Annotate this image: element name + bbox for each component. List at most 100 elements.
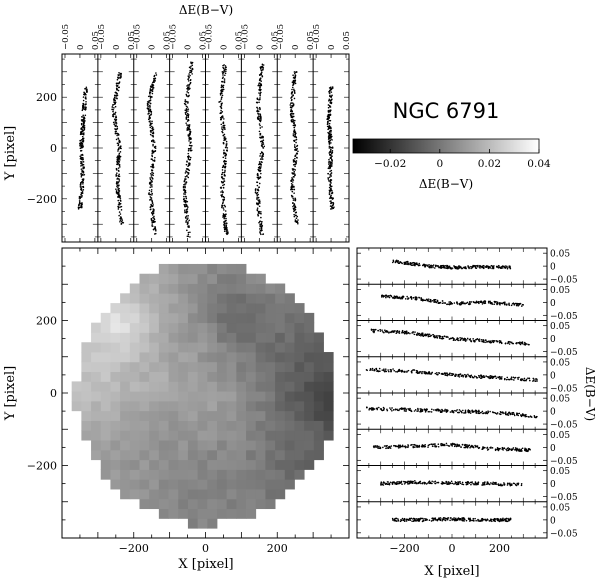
heatmap-cell xyxy=(246,342,257,353)
data-point xyxy=(151,122,153,125)
heatmap-cell xyxy=(149,400,160,412)
data-point xyxy=(118,163,120,166)
data-point xyxy=(259,225,262,228)
data-point xyxy=(382,406,385,409)
data-point xyxy=(82,183,84,185)
heatmap-cell xyxy=(110,371,121,382)
heatmap-cell xyxy=(246,303,257,314)
heatmap-cell xyxy=(139,489,150,500)
data-point xyxy=(150,190,153,193)
data-point xyxy=(82,161,85,163)
data-point xyxy=(329,139,332,142)
data-point xyxy=(114,105,117,108)
data-point xyxy=(489,446,491,449)
heatmap-cell xyxy=(236,342,247,353)
heatmap-cell xyxy=(120,469,131,480)
data-point xyxy=(393,297,395,300)
data-point xyxy=(496,448,499,451)
heatmap-cell xyxy=(284,469,295,480)
heatmap-cell xyxy=(110,361,121,373)
data-point xyxy=(525,378,528,381)
data-point xyxy=(369,407,372,410)
data-point xyxy=(115,87,118,90)
data-point xyxy=(427,446,429,448)
data-point xyxy=(434,372,437,375)
data-point xyxy=(119,145,122,148)
data-point xyxy=(431,445,434,447)
data-point xyxy=(189,67,192,69)
data-point xyxy=(513,414,516,417)
heatmap-cell xyxy=(246,283,257,294)
data-point xyxy=(118,193,120,195)
data-point xyxy=(451,372,453,375)
data-point xyxy=(420,297,423,299)
heatmap-cell xyxy=(91,420,102,431)
heatmap-cell xyxy=(255,498,266,510)
heatmap-cell xyxy=(246,449,257,461)
data-point xyxy=(117,181,120,183)
data-point xyxy=(524,447,526,450)
heatmap-cell xyxy=(187,352,199,363)
heatmap-cell xyxy=(284,371,295,382)
heatmap-cell xyxy=(71,400,82,412)
heatmap-cell xyxy=(246,430,257,441)
data-point xyxy=(147,101,150,104)
data-point xyxy=(329,119,332,122)
data-point xyxy=(118,173,120,176)
data-point xyxy=(379,447,382,450)
data-point xyxy=(400,408,403,411)
data-point xyxy=(148,189,151,192)
data-point xyxy=(412,446,415,449)
heatmap-cell xyxy=(255,469,266,480)
data-point xyxy=(187,231,190,234)
heatmap-cell xyxy=(265,479,276,490)
heatmap-cell xyxy=(226,479,237,490)
data-point xyxy=(371,329,373,331)
data-point xyxy=(375,446,377,448)
heatmap-cell xyxy=(139,459,150,470)
heatmap-cell xyxy=(265,342,276,353)
heatmap-cell xyxy=(304,459,315,470)
data-point xyxy=(496,412,499,414)
strip-tick-label: 0.05 xyxy=(550,286,570,296)
heatmap-cell xyxy=(284,303,295,314)
heatmap-cell xyxy=(120,332,131,343)
strip-tick-label: 0.05 xyxy=(306,31,316,50)
heatmap-cell xyxy=(81,361,92,373)
data-point xyxy=(222,216,224,218)
heatmap-cell xyxy=(216,303,228,314)
heatmap-cell xyxy=(246,391,257,402)
heatmap-cell xyxy=(226,293,237,304)
data-point xyxy=(189,231,191,234)
data-point xyxy=(259,124,261,127)
data-point xyxy=(294,169,297,171)
map-x-tick-label: 200 xyxy=(267,542,288,555)
data-point xyxy=(419,408,422,410)
strip-tick-label: 0.05 xyxy=(199,31,209,50)
data-point xyxy=(220,109,222,112)
data-point xyxy=(297,150,299,153)
data-point xyxy=(518,412,521,415)
heatmap-cell xyxy=(187,420,199,431)
data-point xyxy=(260,80,262,82)
data-point xyxy=(470,340,472,342)
heatmap-cell xyxy=(139,410,150,421)
data-point xyxy=(85,98,87,100)
data-point xyxy=(389,368,392,371)
heatmap-cell xyxy=(275,479,286,490)
heatmap-cell xyxy=(265,312,276,324)
data-point xyxy=(464,376,467,378)
heatmap-cell xyxy=(255,361,266,373)
heatmap-cell xyxy=(216,293,228,304)
data-point xyxy=(80,192,83,194)
data-point xyxy=(292,205,294,208)
heatmap-cell xyxy=(246,371,257,382)
data-point xyxy=(293,131,295,134)
data-point xyxy=(153,75,156,78)
data-point xyxy=(496,483,498,486)
data-point xyxy=(116,183,118,185)
heatmap-cell xyxy=(100,332,111,343)
data-point xyxy=(330,129,332,132)
data-point xyxy=(477,374,480,377)
data-point xyxy=(385,331,388,333)
